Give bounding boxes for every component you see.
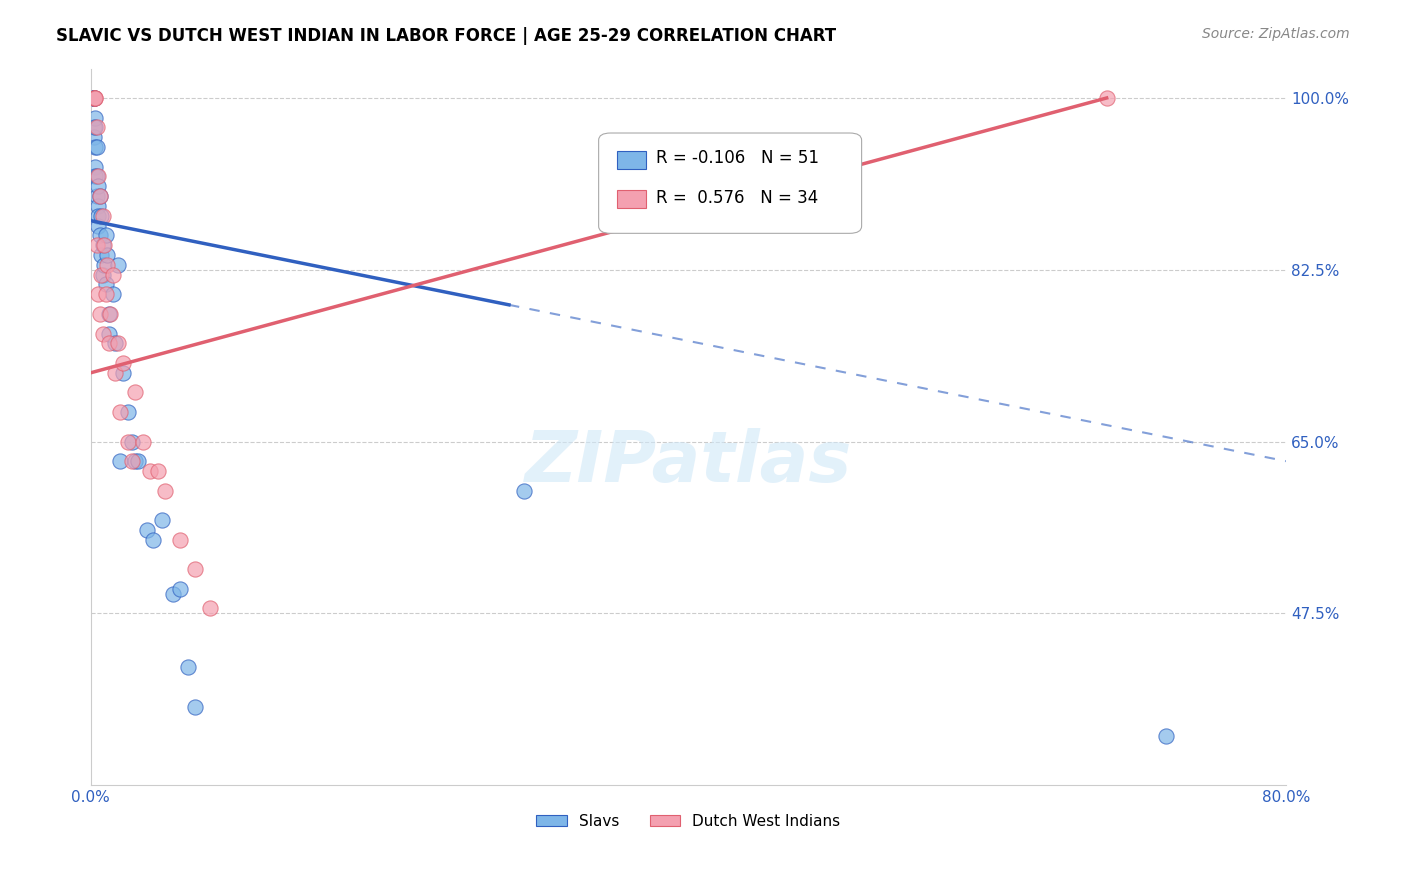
- Point: [124, 385, 146, 400]
- Point: [86, 238, 108, 252]
- Point: [83, 91, 105, 105]
- Point: [142, 533, 165, 547]
- Point: [87, 287, 110, 301]
- Point: [83, 91, 105, 105]
- Point: [103, 336, 125, 351]
- Point: [86, 169, 108, 184]
- Point: [84, 91, 107, 105]
- Bar: [617, 190, 647, 208]
- Point: [121, 434, 143, 449]
- Point: [124, 454, 146, 468]
- Point: [101, 287, 124, 301]
- Point: [84, 111, 107, 125]
- Point: [155, 483, 177, 498]
- Point: [86, 120, 108, 135]
- Point: [169, 582, 191, 596]
- Point: [169, 533, 191, 547]
- Point: [96, 258, 118, 272]
- Text: ZIPatlas: ZIPatlas: [524, 428, 852, 497]
- Point: [96, 248, 118, 262]
- Point: [136, 523, 159, 537]
- Point: [513, 483, 536, 498]
- Point: [84, 169, 107, 184]
- Point: [90, 248, 112, 262]
- Point: [97, 336, 120, 351]
- Point: [146, 464, 169, 478]
- Point: [87, 209, 110, 223]
- Point: [150, 513, 173, 527]
- Text: R =  0.576   N = 34: R = 0.576 N = 34: [657, 188, 818, 207]
- Point: [110, 454, 132, 468]
- Point: [103, 366, 125, 380]
- Text: Source: ZipAtlas.com: Source: ZipAtlas.com: [1202, 27, 1350, 41]
- Point: [89, 189, 111, 203]
- Point: [84, 160, 107, 174]
- Point: [83, 120, 105, 135]
- Point: [83, 91, 105, 105]
- Point: [91, 238, 114, 252]
- Point: [83, 130, 105, 145]
- Point: [112, 366, 135, 380]
- Point: [83, 91, 105, 105]
- Point: [86, 140, 108, 154]
- Point: [94, 277, 117, 292]
- Point: [94, 228, 117, 243]
- Point: [89, 189, 111, 203]
- Text: SLAVIC VS DUTCH WEST INDIAN IN LABOR FORCE | AGE 25-29 CORRELATION CHART: SLAVIC VS DUTCH WEST INDIAN IN LABOR FOR…: [56, 27, 837, 45]
- Point: [83, 91, 105, 105]
- Point: [97, 307, 120, 321]
- FancyBboxPatch shape: [599, 133, 862, 234]
- Point: [87, 199, 110, 213]
- Point: [84, 140, 107, 154]
- Point: [132, 434, 155, 449]
- Point: [87, 219, 110, 233]
- Point: [89, 307, 111, 321]
- Point: [94, 287, 117, 301]
- Point: [1095, 91, 1118, 105]
- Point: [127, 454, 149, 468]
- Point: [87, 169, 110, 184]
- Point: [107, 258, 129, 272]
- Point: [84, 91, 107, 105]
- Point: [90, 268, 112, 282]
- Point: [101, 268, 124, 282]
- Point: [184, 562, 207, 576]
- Point: [93, 238, 115, 252]
- Text: R = -0.106   N = 51: R = -0.106 N = 51: [657, 149, 820, 167]
- Point: [139, 464, 162, 478]
- Point: [83, 91, 105, 105]
- Point: [89, 228, 111, 243]
- Point: [110, 405, 132, 419]
- Point: [177, 660, 200, 674]
- Bar: [617, 151, 647, 169]
- Point: [198, 601, 221, 615]
- Point: [91, 326, 114, 341]
- Point: [91, 209, 114, 223]
- Point: [107, 336, 129, 351]
- Point: [83, 91, 105, 105]
- Point: [90, 209, 112, 223]
- Point: [117, 434, 139, 449]
- Point: [184, 699, 207, 714]
- Point: [97, 326, 120, 341]
- Point: [84, 120, 107, 135]
- Point: [83, 91, 105, 105]
- Point: [91, 268, 114, 282]
- Point: [87, 179, 110, 194]
- Point: [1156, 729, 1178, 743]
- Point: [117, 405, 139, 419]
- Point: [98, 307, 121, 321]
- Point: [112, 356, 135, 370]
- Point: [83, 91, 105, 105]
- Legend: Slavs, Dutch West Indians: Slavs, Dutch West Indians: [530, 807, 846, 835]
- Point: [162, 587, 184, 601]
- Point: [86, 189, 108, 203]
- Point: [93, 258, 115, 272]
- Point: [121, 454, 143, 468]
